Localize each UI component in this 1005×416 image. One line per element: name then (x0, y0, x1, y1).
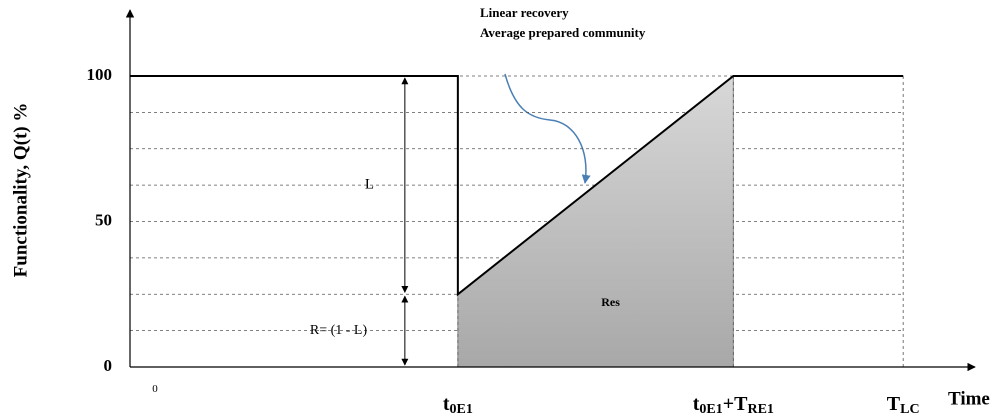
y-axis-label: Functionality, Q(t) % (10, 103, 31, 278)
x-tick-label-part: t (693, 393, 700, 415)
annotation-arrow (504, 73, 591, 184)
x-tick-label-part: +T (723, 393, 748, 415)
y-tick-label: 50 (95, 210, 112, 229)
x-axis-label: Time (948, 388, 990, 409)
annotation: Average prepared community (480, 25, 646, 40)
x-tick-label-part: RE1 (747, 402, 773, 416)
x-tick-label: 0 (152, 383, 158, 395)
y-tick-label: 0 (104, 356, 113, 375)
x-tick-label-part: 0E1 (699, 402, 722, 416)
functionality-line (130, 75, 904, 297)
annotation: L (365, 177, 374, 193)
x-tick-label-part: LC (900, 402, 919, 416)
annotation: Res (601, 295, 620, 309)
x-tick-label: t0E1+TRE1 (693, 393, 774, 416)
annotation: Linear recovery (480, 5, 569, 20)
x-tick-label-part: T (887, 393, 901, 415)
x-tick-label-part: 0 (152, 383, 158, 395)
x-tick-label-part: 0E1 (450, 402, 473, 416)
x-tick-label: t0E1 (443, 393, 473, 416)
y-tick-label: 100 (87, 65, 113, 84)
annotation: R= (1 - L) (310, 323, 368, 338)
x-tick-label: TLC (887, 393, 920, 416)
x-tick-label-part: t (443, 393, 450, 415)
resilience-area (457, 74, 734, 368)
